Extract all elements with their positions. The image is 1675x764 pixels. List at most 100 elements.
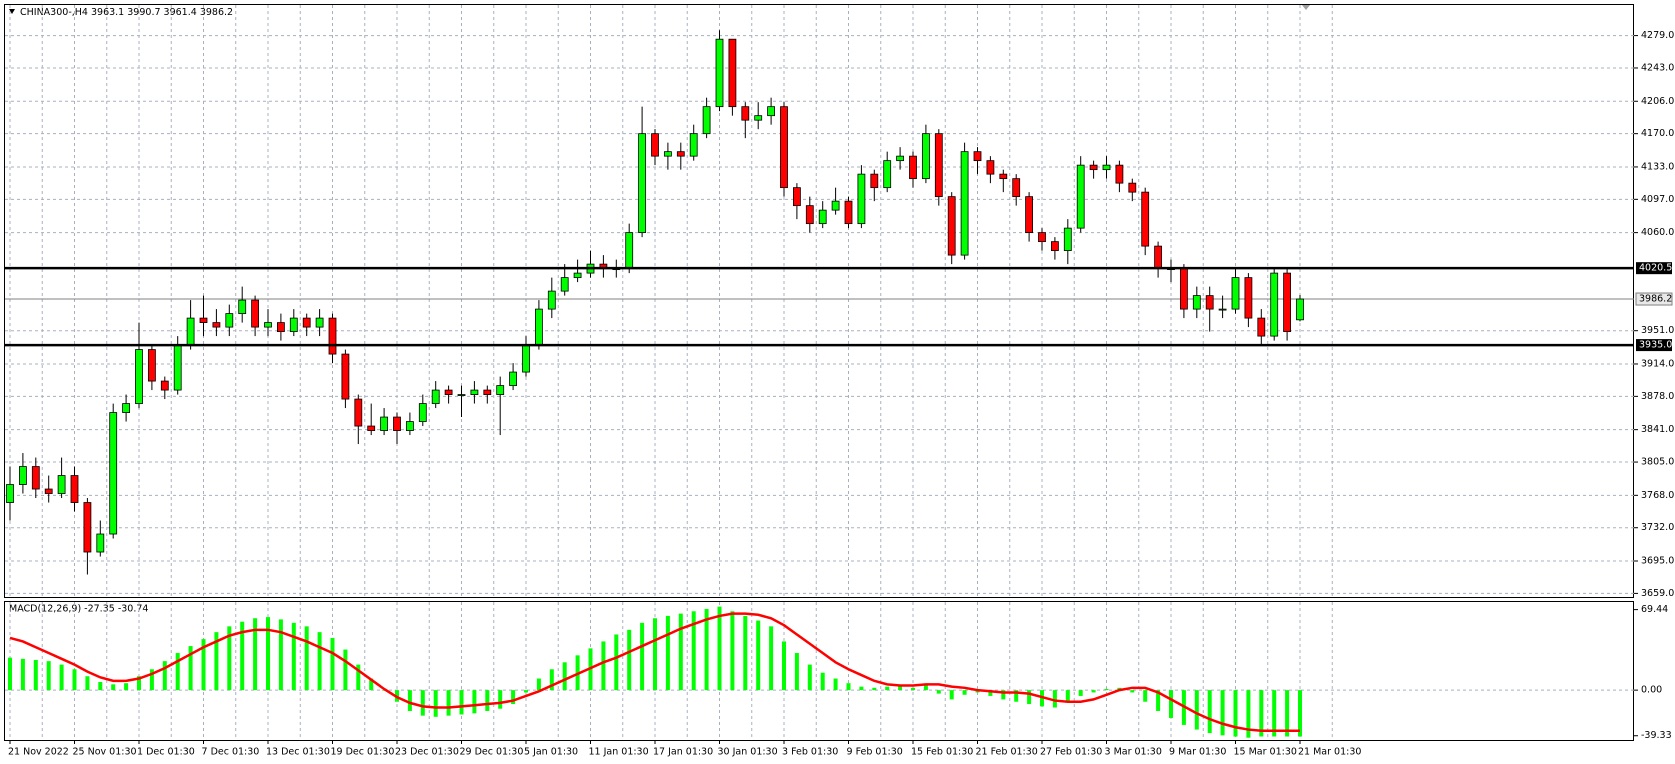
macd-bar	[1091, 690, 1096, 693]
macd-bar	[137, 676, 141, 691]
candle-body	[870, 173, 879, 189]
x-tick-label: 15 Mar 01:30	[1234, 747, 1297, 758]
macd-bar	[98, 682, 103, 691]
y-tick-label: 4060.0	[1641, 227, 1674, 238]
x-tick-label: 21 Feb 01:30	[976, 747, 1038, 758]
candle-body	[818, 209, 827, 225]
candle-body	[547, 290, 556, 310]
candle-body	[1218, 308, 1227, 311]
symbol-menu-arrow[interactable]	[9, 9, 15, 14]
candle-body	[289, 317, 298, 332]
candle-body	[444, 389, 453, 395]
macd-bar	[1207, 690, 1212, 734]
macd-bar	[691, 611, 696, 691]
macd-bar	[459, 690, 464, 715]
candle-body	[651, 133, 659, 157]
candle-body	[960, 151, 969, 256]
macd-bar	[1065, 690, 1070, 702]
x-tick-label: 9 Mar 01:30	[1169, 747, 1226, 758]
y-tick-label: 4279.0	[1641, 30, 1674, 41]
x-tick-label: 3 Mar 01:30	[1105, 747, 1162, 758]
candle-body	[470, 389, 479, 395]
candle-body	[1141, 191, 1150, 247]
macd-bar	[846, 683, 851, 691]
y-tick-label: 3805.0	[1641, 457, 1674, 468]
macd-bar	[72, 669, 77, 691]
macd-bar	[188, 646, 193, 691]
candle-body	[70, 475, 79, 503]
x-tick-label: 19 Dec 01:30	[331, 747, 395, 758]
macd-bar	[562, 662, 567, 691]
macd-bar	[1052, 690, 1057, 708]
candle-body	[999, 173, 1008, 180]
candle-body	[160, 380, 169, 391]
candle-body	[522, 344, 530, 373]
macd-bar	[1285, 690, 1290, 737]
candle-body	[380, 416, 389, 431]
candle-body	[1180, 268, 1188, 310]
x-tick-label: 9 Feb 01:30	[847, 747, 903, 758]
candle-body	[767, 106, 775, 117]
macd-bar	[614, 634, 619, 691]
candle-body	[509, 371, 518, 386]
macd-bar	[1143, 690, 1148, 702]
price-label: 3986.2	[1639, 294, 1672, 305]
candle-body	[457, 394, 466, 396]
macd-bar	[949, 690, 954, 700]
last-open: 3963.1	[91, 7, 124, 18]
candle-body	[18, 466, 27, 485]
candle-body	[173, 344, 182, 391]
y-tick-label: 4243.0	[1641, 62, 1674, 73]
candle-body	[986, 160, 995, 175]
macd-bar	[601, 641, 606, 691]
symbol: CHINA300-,H4	[20, 7, 88, 18]
y-tick-label: 3768.0	[1641, 490, 1674, 501]
macd-bar	[253, 618, 258, 691]
x-tick-label: 13 Dec 01:30	[266, 747, 330, 758]
candle-body	[225, 313, 234, 328]
x-tick-label: 25 Nov 01:30	[73, 747, 137, 758]
candle-body	[83, 502, 92, 553]
candle-body	[483, 389, 492, 395]
price-label-box	[1635, 292, 1673, 306]
macd-bar	[214, 632, 219, 691]
candle-body	[96, 533, 105, 553]
macd-bar	[665, 615, 670, 691]
candle-body	[909, 155, 917, 180]
macd-bar	[227, 626, 232, 691]
x-tick-label: 23 Dec 01:30	[395, 747, 459, 758]
candle-body	[741, 106, 750, 121]
candle-body	[1231, 277, 1240, 310]
shift-marker	[1302, 5, 1310, 10]
candle-body	[276, 322, 285, 332]
macd-bar	[1027, 690, 1032, 705]
macd-bar	[769, 626, 774, 691]
x-tick-label: 27 Feb 01:30	[1040, 747, 1102, 758]
macd-bar	[1272, 690, 1277, 737]
candle-body	[31, 466, 40, 490]
candle-body	[1128, 182, 1137, 193]
candle-body	[922, 133, 930, 180]
macd-bar	[730, 611, 735, 691]
candle-body	[754, 115, 763, 121]
macd-bar	[872, 687, 877, 691]
last-close: 3986.2	[200, 7, 233, 18]
x-tick-label: 21 Nov 2022	[8, 747, 69, 758]
macd-bar	[833, 678, 838, 691]
y-tick-label: 3695.0	[1641, 556, 1674, 567]
macd-bar	[782, 641, 786, 691]
candle-body	[1025, 196, 1033, 234]
x-tick-label: 3 Feb 01:30	[782, 747, 838, 758]
candle-body	[1283, 272, 1291, 332]
candle-body	[664, 151, 672, 157]
candle-body	[147, 349, 156, 382]
x-tick-label: 29 Dec 01:30	[460, 747, 524, 758]
y-tick-label: 69.44	[1641, 604, 1668, 615]
macd-bar	[356, 664, 361, 691]
candle-body	[315, 317, 324, 328]
macd-bar	[175, 653, 180, 691]
signal-line	[9, 612, 1300, 732]
macd-bar	[678, 613, 683, 691]
macd-bar	[936, 690, 941, 694]
